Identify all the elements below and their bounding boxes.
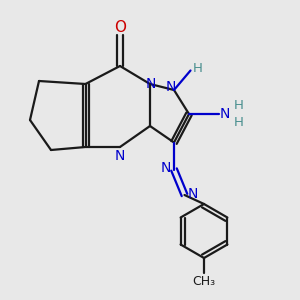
Text: N: N <box>115 149 125 163</box>
Text: N: N <box>160 161 171 175</box>
Text: N: N <box>188 187 198 200</box>
Text: H: H <box>234 116 243 129</box>
Text: N: N <box>220 107 230 121</box>
Text: H: H <box>193 62 203 76</box>
Text: N: N <box>146 77 156 91</box>
Text: N: N <box>166 80 176 94</box>
Text: O: O <box>114 20 126 35</box>
Text: CH₃: CH₃ <box>192 275 216 288</box>
Text: H: H <box>234 99 243 112</box>
